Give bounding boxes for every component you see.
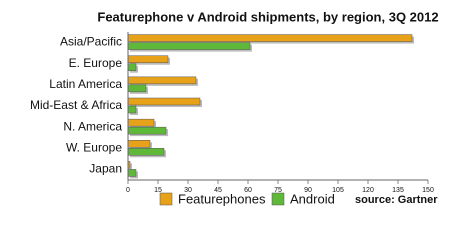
legend-label: Featurephones [178,191,266,206]
x-tick-label: 15 [154,187,162,194]
bar [127,169,137,177]
x-tick-label: 60 [244,187,252,194]
source-note: source: Gartner [355,194,438,206]
bar [127,105,137,114]
legend-swatch [159,192,173,206]
x-tick-label: 45 [214,187,222,194]
x-tick-label: 105 [332,187,344,194]
y-tick-label: E. Europe [69,56,123,70]
legend-swatch [271,192,285,206]
bar [127,84,147,93]
x-tick-label: 75 [274,187,282,194]
x-tick-label: 0 [126,187,130,194]
bar [127,63,137,71]
bar [127,97,201,106]
bar [127,76,197,85]
x-tick-label: 90 [304,187,312,194]
y-tick-label: Latin America [49,77,122,91]
bar [127,34,413,42]
bar [127,42,251,50]
y-tick-label: Asia/Pacific [60,35,122,49]
y-tick-label: Mid-East & Africa [30,98,122,112]
x-tick-label: 150 [422,187,434,194]
x-tick-label: 135 [392,187,404,194]
bar [127,55,169,63]
x-tick-label: 120 [362,187,374,194]
y-tick-label: Japan [89,162,122,176]
y-tick-label: W. Europe [66,140,122,154]
chart: Featurephone v Android shipments, by reg… [30,9,439,206]
chart-title: Featurephone v Android shipments, by reg… [97,9,438,24]
legend-label: Android [290,191,335,206]
bar [127,140,151,148]
bar [127,126,167,135]
bar [127,118,155,127]
bar-shadow [130,163,132,171]
y-tick-label: N. America [63,119,122,133]
bar [127,148,165,156]
x-tick-label: 30 [184,187,192,194]
